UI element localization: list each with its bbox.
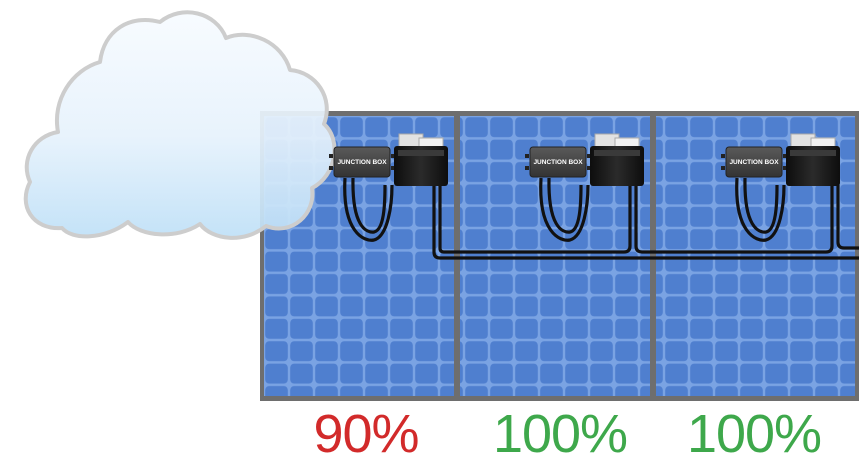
string-cable xyxy=(432,183,859,260)
cloud-icon xyxy=(23,10,337,240)
optimizer-icon xyxy=(786,133,840,186)
junction-box-icon: JUNCTION BOX xyxy=(525,146,591,178)
junction-box-label: JUNCTION BOX xyxy=(337,159,387,166)
panel-2-output-label: 100% xyxy=(492,404,628,464)
optimizer-icon xyxy=(394,133,448,186)
panel-1-output-label: 90% xyxy=(313,404,419,464)
junction-box-icon: JUNCTION BOX xyxy=(721,146,787,178)
junction-box-label: JUNCTION BOX xyxy=(729,159,779,166)
junction-box-label: JUNCTION BOX xyxy=(533,159,583,166)
optimizer-icon xyxy=(590,133,644,186)
junction-box-icon: JUNCTION BOX xyxy=(329,146,395,178)
panel-3-output-label: 100% xyxy=(686,404,822,464)
junction-loops xyxy=(343,177,786,242)
